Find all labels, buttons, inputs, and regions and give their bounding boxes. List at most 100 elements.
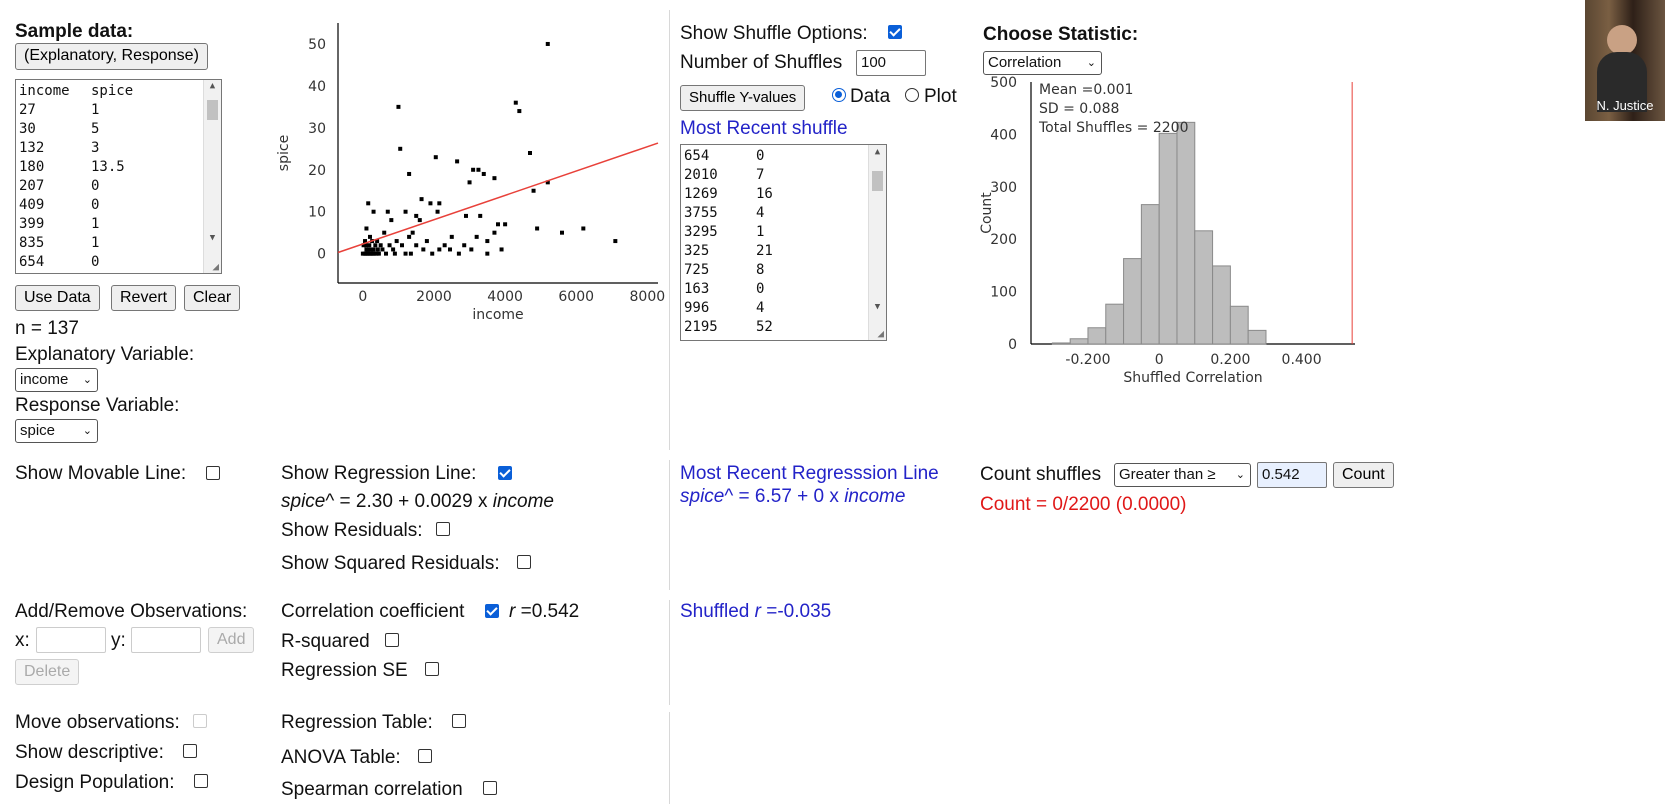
- data-point: [414, 243, 419, 248]
- regression-table-checkbox[interactable]: [452, 714, 466, 728]
- show-movable-line-checkbox[interactable]: [206, 466, 220, 480]
- correlation-coefficient-label: Correlation coefficient: [281, 601, 465, 622]
- use-data-button[interactable]: Use Data: [15, 285, 100, 311]
- list-item: 180 13.5: [19, 159, 125, 175]
- list-item: 325 21: [684, 243, 773, 259]
- histogram-bar: [1123, 258, 1142, 345]
- histogram-bar: [1051, 342, 1071, 345]
- y-tick-label: 50: [308, 37, 326, 53]
- x-tick-label: 0: [1155, 352, 1164, 368]
- data-point: [535, 226, 540, 231]
- y-tick-label: 400: [990, 127, 1017, 143]
- data-point: [407, 234, 412, 239]
- data-point: [481, 171, 486, 176]
- design-population-checkbox[interactable]: [194, 774, 208, 788]
- delete-button[interactable]: Delete: [15, 659, 80, 685]
- data-point: [485, 239, 490, 244]
- shuffle-y-values-button[interactable]: Shuffle Y-values: [680, 85, 806, 111]
- resize-grip-icon[interactable]: ◢: [877, 327, 884, 340]
- data-point: [492, 176, 497, 181]
- show-residuals-checkbox[interactable]: [436, 522, 450, 536]
- y-axis-label: Count: [979, 192, 995, 234]
- correlation-coefficient-checkbox[interactable]: [485, 604, 499, 618]
- data-point: [471, 167, 476, 172]
- histogram-bar: [1069, 338, 1089, 345]
- y-tick-label: 500: [990, 76, 1017, 91]
- show-regression-line-checkbox[interactable]: [498, 466, 512, 480]
- show-movable-line-label: Show Movable Line:: [15, 463, 187, 484]
- number-of-shuffles-input[interactable]: 100: [856, 50, 926, 76]
- chevron-down-icon: ⌄: [82, 374, 92, 386]
- regression-table-label: Regression Table:: [281, 712, 433, 733]
- data-point: [368, 234, 372, 239]
- add-button[interactable]: Add: [208, 627, 255, 653]
- list-item: 207 0: [19, 178, 100, 194]
- data-point: [437, 247, 442, 252]
- list-item: 2010 7: [684, 167, 765, 183]
- data-point: [376, 251, 381, 256]
- count-result: Count = 0/2200 (0.0000): [980, 494, 1187, 515]
- list-item: 835 1: [19, 235, 100, 251]
- histogram-bar: [1176, 121, 1196, 345]
- resize-grip-icon[interactable]: ◢: [212, 260, 219, 273]
- statistic-select[interactable]: Correlation ⌄: [983, 51, 1102, 75]
- show-squared-residuals-checkbox[interactable]: [517, 555, 531, 569]
- count-threshold-input[interactable]: 0.542: [1257, 462, 1327, 488]
- shuffle-textarea[interactable]: 654 0 2010 7 1269 16 3755 4 3295 1 325 21 725 8 163 0 99…: [680, 144, 887, 341]
- x-axis-label: Shuffled Correlation: [1123, 370, 1262, 386]
- data-point: [366, 201, 371, 206]
- y-input[interactable]: [131, 627, 201, 653]
- textarea-scrollbar[interactable]: ▲ ▼: [203, 80, 221, 273]
- explanatory-select[interactable]: income ⌄: [15, 368, 98, 392]
- revert-button[interactable]: Revert: [111, 285, 177, 311]
- show-residuals-label: Show Residuals:: [281, 520, 423, 541]
- sample-data-textarea[interactable]: income spice 27 1 30 5 132 3 180 13.5 207 0 409 0 399…: [15, 79, 222, 274]
- move-observations-checkbox[interactable]: [193, 714, 207, 728]
- data-point: [545, 180, 550, 185]
- count-direction-select[interactable]: Greater than ≥ ⌄: [1114, 463, 1251, 487]
- recent-regression-equation: spice^ = 6.57 + 0 x income: [680, 486, 906, 507]
- regression-se-checkbox[interactable]: [425, 662, 439, 676]
- textarea-scrollbar[interactable]: ▲ ▼: [868, 145, 886, 340]
- shuffle-histogram[interactable]: 0 100 200 300 400 500 -0.200 0 0.200 0.400 Shuffle…: [975, 76, 1375, 396]
- list-item: 163 0: [684, 281, 765, 297]
- data-point: [435, 209, 440, 214]
- person-silhouette-icon: [1607, 25, 1637, 55]
- count-button[interactable]: Count: [1333, 462, 1394, 488]
- data-point: [371, 247, 376, 252]
- sd-label: SD = 0.088: [1039, 101, 1119, 117]
- divider: [669, 10, 670, 450]
- histogram-bar: [1212, 265, 1231, 345]
- x-axis-label: income: [472, 307, 523, 323]
- explanatory-response-button[interactable]: (Explanatory, Response): [15, 43, 208, 70]
- show-descriptive-checkbox[interactable]: [183, 744, 197, 758]
- data-point: [462, 243, 467, 248]
- data-point: [385, 209, 390, 214]
- list-item: 399 1: [19, 216, 100, 232]
- explanatory-label: Explanatory Variable:: [15, 344, 195, 365]
- histogram-bar: [1140, 204, 1160, 345]
- number-of-shuffles-label: Number of Shuffles: [680, 52, 843, 73]
- list-item: 725 8: [684, 262, 765, 278]
- x-tick-label: 0: [358, 289, 367, 305]
- data-point: [478, 213, 483, 218]
- anova-table-checkbox[interactable]: [418, 749, 432, 763]
- scatter-plot[interactable]: 0 10 20 30 40 50 0 2000 4000 6000 8000 income spice: [270, 15, 670, 335]
- spearman-correlation-checkbox[interactable]: [483, 781, 497, 795]
- data-point: [581, 226, 586, 231]
- data-radio[interactable]: [832, 88, 846, 102]
- plot-radio[interactable]: [905, 88, 919, 102]
- list-item: 996 4: [684, 300, 765, 316]
- correlation-value: r =0.542: [509, 601, 580, 622]
- r-squared-checkbox[interactable]: [385, 633, 399, 647]
- data-point: [437, 201, 442, 206]
- data-point: [448, 247, 452, 252]
- x-input[interactable]: [36, 627, 106, 653]
- data-point: [442, 243, 447, 248]
- data-point: [517, 109, 522, 114]
- list-item: 654 0: [19, 254, 100, 270]
- regression-line: [337, 142, 659, 254]
- clear-button[interactable]: Clear: [184, 285, 241, 311]
- show-shuffle-options-checkbox[interactable]: [888, 25, 902, 39]
- response-select[interactable]: spice ⌄: [15, 419, 98, 443]
